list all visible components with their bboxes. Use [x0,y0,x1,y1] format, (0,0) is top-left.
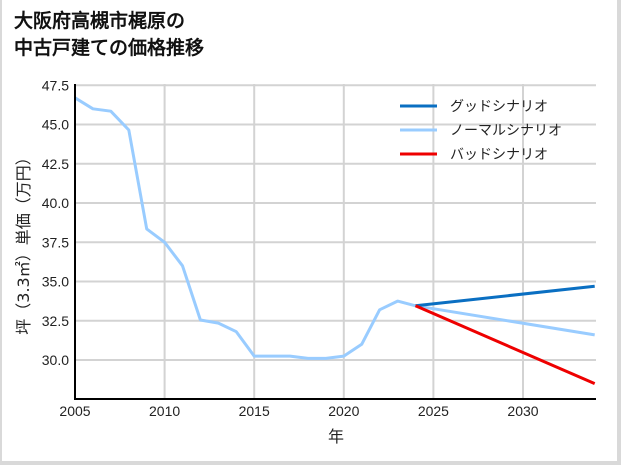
chart-title: 大阪府高槻市梶原の 中古戸建ての価格推移 [14,10,205,59]
y-tick-label: 47.5 [42,77,69,93]
y-tick-label: 42.5 [42,156,69,172]
y-axis-label: 坪（3.3㎡）単価（万円） [14,149,33,334]
y-tick-label: 40.0 [42,195,69,211]
y-tick-label: 37.5 [42,234,69,250]
y-tick-label: 45.0 [42,117,69,133]
x-tick-label: 2015 [239,403,270,419]
data-series [74,96,596,385]
x-tick-label: 2020 [328,403,359,419]
x-tick-label: 2010 [149,403,180,419]
x-axis-label: 年 [328,427,344,446]
legend-label: ノーマルシナリオ [450,123,562,139]
y-tick-label: 32.5 [42,313,69,329]
x-tick-label: 2030 [507,403,538,419]
series-line [414,304,596,385]
y-tick-label: 35.0 [42,274,69,290]
series-line [74,96,595,360]
tick-labels: 30.0 32.5 35.0 37.5 40.0 42.5 45.0 47.5 2005 2010… [42,77,539,419]
legend-label: グッドシナリオ [450,99,548,115]
x-tick-label: 2005 [59,403,90,419]
axes [74,84,596,400]
x-tick-label: 2025 [418,403,449,419]
series-line [415,284,595,308]
grid-lines [75,84,596,399]
legend-label: バッドシナリオ [450,147,548,163]
y-tick-label: 30.0 [42,352,69,368]
